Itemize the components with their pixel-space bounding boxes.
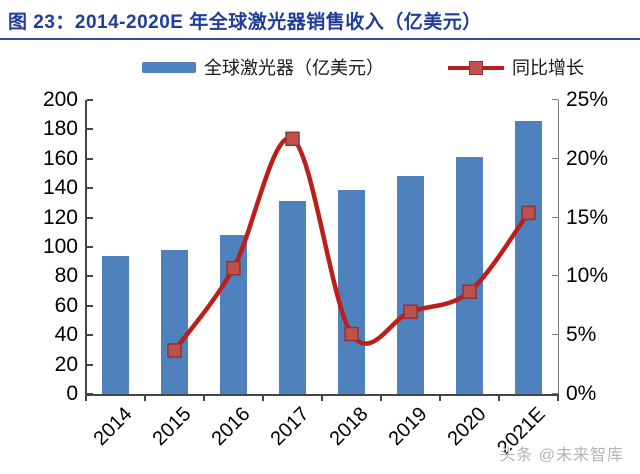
y-axis-left-label: 100 <box>42 235 78 258</box>
y-axis-right-tick <box>552 216 558 218</box>
y-axis-left-tick <box>87 216 93 219</box>
y-axis-left-label: 60 <box>54 293 78 317</box>
y-axis-right-label: 10% <box>566 264 609 288</box>
bar-series-swatch <box>142 61 196 73</box>
y-axis-left-label: 40 <box>54 323 78 347</box>
y-axis-right <box>558 100 559 395</box>
y-axis-left-label: 120 <box>42 205 78 229</box>
y-axis-right-tick <box>552 393 558 394</box>
y-axis-right-label: 15% <box>566 205 609 229</box>
y-axis-left-label: 180 <box>42 117 78 141</box>
y-axis-left-tick <box>87 304 93 307</box>
figure-title: 图 23：2014-2020E 年全球激光器销售收入（亿美元） <box>8 12 482 33</box>
y-axis-right-tick <box>552 275 558 277</box>
growth-marker-2018 <box>344 326 359 342</box>
x-axis-label-2016: 2016 <box>207 403 255 451</box>
line-swatch-marker <box>469 60 483 75</box>
y-axis-left-tick <box>87 275 93 278</box>
y-axis-right-label: 25% <box>566 88 609 111</box>
y-axis-right-tick <box>552 334 558 336</box>
legend-item-line-series: 同比增长 <box>448 56 584 78</box>
x-axis-label-2018: 2018 <box>325 403 373 451</box>
growth-marker-2017 <box>285 131 300 147</box>
bar-2019 <box>397 176 424 394</box>
x-axis-label-2019: 2019 <box>384 403 432 451</box>
line-series-label: 同比增长 <box>512 58 584 78</box>
x-axis-tick <box>321 396 323 401</box>
x-axis-tick <box>262 396 264 401</box>
x-axis-tick <box>203 396 205 401</box>
growth-marker-2016 <box>226 260 241 276</box>
y-axis-left-label: 160 <box>42 146 78 170</box>
bar-2017 <box>279 201 306 394</box>
y-axis-left-label: 20 <box>54 352 78 376</box>
growth-line-layer <box>167 131 536 358</box>
growth-marker-2015 <box>167 343 182 358</box>
x-axis-label-2014: 2014 <box>89 403 137 451</box>
bar-2015 <box>161 249 188 394</box>
x-axis-tick <box>498 396 500 401</box>
line-series-swatch <box>448 60 504 75</box>
y-axis-left-tick <box>87 187 93 190</box>
bar-2021E <box>515 120 542 394</box>
x-axis-label-2020: 2020 <box>443 403 491 451</box>
y-axis-left-tick <box>87 334 93 337</box>
title-underline <box>0 38 640 40</box>
y-axis-right-label: 0% <box>566 382 597 405</box>
y-axis-left-label: 0 <box>66 382 78 405</box>
growth-line <box>172 135 531 353</box>
growth-marker-2020 <box>462 284 477 299</box>
y-axis-left-label: 140 <box>42 176 78 200</box>
x-axis-tick <box>144 396 146 401</box>
x-axis-tick <box>439 396 441 401</box>
x-axis-label-2015: 2015 <box>148 403 196 451</box>
legend-item-bar-series: 全球激光器（亿美元） <box>142 56 384 78</box>
y-axis-right-tick <box>552 157 558 159</box>
x-axis-tick <box>557 396 559 401</box>
bar-2014 <box>102 255 129 394</box>
y-axis-left-label: 80 <box>54 264 78 288</box>
y-axis-right-tick <box>552 99 558 100</box>
watermark: 头条 @未来智库 <box>499 447 624 464</box>
x-axis-tick <box>380 396 382 401</box>
x-axis-label-2017: 2017 <box>266 403 314 451</box>
x-axis <box>85 394 559 396</box>
y-axis-left-tick <box>87 99 93 101</box>
y-axis-right-label: 5% <box>566 323 597 347</box>
bar-2020 <box>456 157 483 394</box>
y-axis-left-tick <box>87 363 93 366</box>
y-axis-right-label: 20% <box>566 146 609 170</box>
y-axis-left-tick <box>87 157 93 160</box>
y-axis-left-tick <box>87 128 93 131</box>
bar-2018 <box>338 189 365 394</box>
x-axis-tick <box>85 396 87 401</box>
y-axis-left-tick <box>87 246 93 248</box>
bar-series-label: 全球激光器（亿美元） <box>204 58 384 78</box>
y-axis-left-tick <box>87 393 93 395</box>
y-axis-left <box>85 100 87 395</box>
growth-marker-2021E <box>521 205 536 221</box>
growth-marker-2019 <box>403 304 418 319</box>
y-axis-left-label: 200 <box>42 88 78 111</box>
